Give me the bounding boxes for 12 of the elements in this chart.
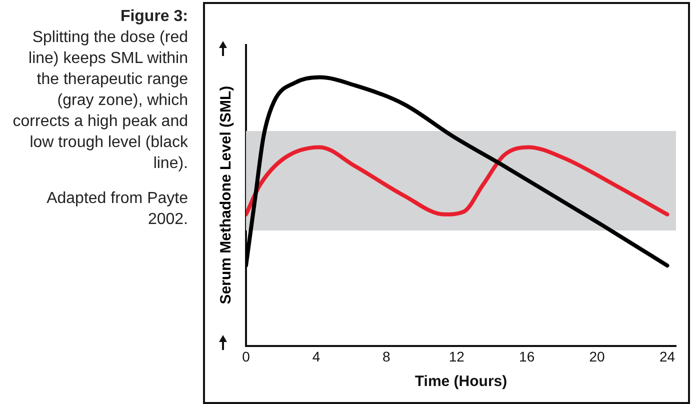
x-tick-label: 20 — [589, 348, 606, 364]
text: Splitting the dose (red line) keeps SML within the therapeutic range (gray zone), which corrects a high peak and low trough level (black line). — [12, 28, 188, 174]
x-tick-label: 24 — [659, 348, 676, 364]
x-tick-label: 8 — [382, 348, 391, 364]
x-tick-label: 12 — [448, 348, 465, 364]
chart-title: Figure 3: — [119, 7, 188, 27]
x-tick-label: 4 — [312, 348, 320, 364]
x-axis-title: Time (Hours) — [414, 373, 508, 390]
text: Adapted from Payte 2002. — [46, 189, 188, 230]
y-axis-title: Serum Methadone Level (SML) — [218, 86, 234, 304]
x-tick-label: 0 — [242, 348, 250, 364]
x-tick-label: 16 — [519, 348, 535, 364]
